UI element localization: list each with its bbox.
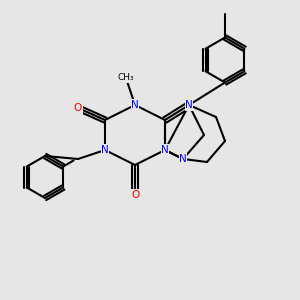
Text: O: O <box>74 103 82 113</box>
Text: N: N <box>131 100 139 110</box>
Text: N: N <box>185 100 193 110</box>
Text: N: N <box>161 145 169 155</box>
Text: O: O <box>131 190 139 200</box>
Text: CH₃: CH₃ <box>118 74 134 82</box>
Text: N: N <box>101 145 109 155</box>
Text: N: N <box>179 154 187 164</box>
